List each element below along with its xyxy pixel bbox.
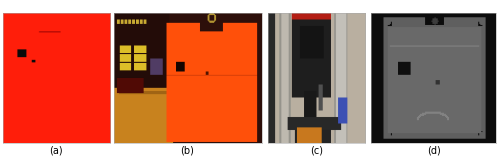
Text: (b): (b): [180, 145, 194, 156]
Text: (c): (c): [310, 145, 323, 156]
Text: (a): (a): [49, 145, 63, 156]
Text: (d): (d): [426, 145, 440, 156]
